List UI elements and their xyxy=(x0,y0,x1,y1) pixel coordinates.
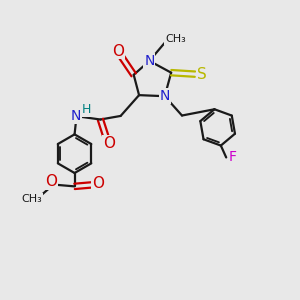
Text: N: N xyxy=(160,89,170,103)
Text: O: O xyxy=(45,174,57,189)
Text: N: N xyxy=(144,54,154,68)
Text: O: O xyxy=(92,176,104,191)
Text: O: O xyxy=(112,44,124,59)
Text: F: F xyxy=(229,150,237,164)
Text: CH₃: CH₃ xyxy=(21,194,42,204)
Text: O: O xyxy=(103,136,115,152)
Text: S: S xyxy=(196,67,206,82)
Text: CH₃: CH₃ xyxy=(165,34,186,44)
Text: N: N xyxy=(71,109,81,123)
Text: H: H xyxy=(82,103,92,116)
